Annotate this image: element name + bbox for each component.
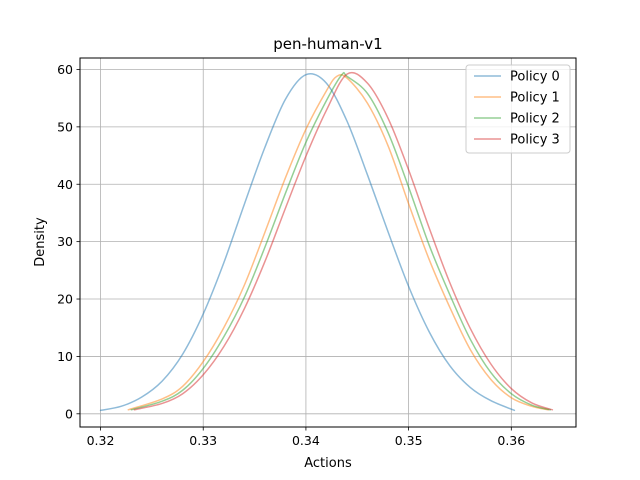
series-line-policy-3 (133, 71, 554, 411)
plot-frame (79, 57, 577, 428)
series-lines (99, 71, 554, 412)
x-tick-label: 0.35 (395, 433, 423, 448)
y-axis-label: Density (33, 217, 48, 267)
x-tick-label: 0.33 (189, 433, 217, 448)
y-tick-label: 0 (65, 406, 73, 421)
y-tick-label: 50 (57, 119, 73, 134)
y-tick-label: 20 (57, 292, 73, 307)
x-axis-label: Actions (304, 456, 352, 471)
series-line-policy-0 (99, 73, 516, 412)
legend-label-policy-0: Policy 0 (510, 70, 560, 85)
legend-label-policy-2: Policy 2 (510, 112, 560, 127)
legend-label-policy-1: Policy 1 (510, 91, 560, 106)
legend-box (465, 64, 571, 154)
x-tick-label: 0.36 (497, 433, 525, 448)
legend-label-policy-3: Policy 3 (510, 133, 560, 148)
x-tick-label: 0.34 (292, 433, 320, 448)
series-line-policy-2 (130, 71, 552, 411)
y-tick-label: 30 (57, 234, 73, 249)
legend: Policy 0 Policy 1 Policy 2 Policy 3 (465, 64, 571, 154)
axis-ticks: 0.32 0.33 0.34 0.35 0.36 0 10 20 30 40 50 60 (57, 62, 525, 448)
chart-title: pen-human-v1 (273, 35, 382, 53)
y-tick-label: 40 (57, 177, 73, 192)
y-tick-label: 10 (57, 349, 73, 364)
y-tick-label: 60 (57, 62, 73, 77)
x-tick-label: 0.32 (87, 433, 115, 448)
